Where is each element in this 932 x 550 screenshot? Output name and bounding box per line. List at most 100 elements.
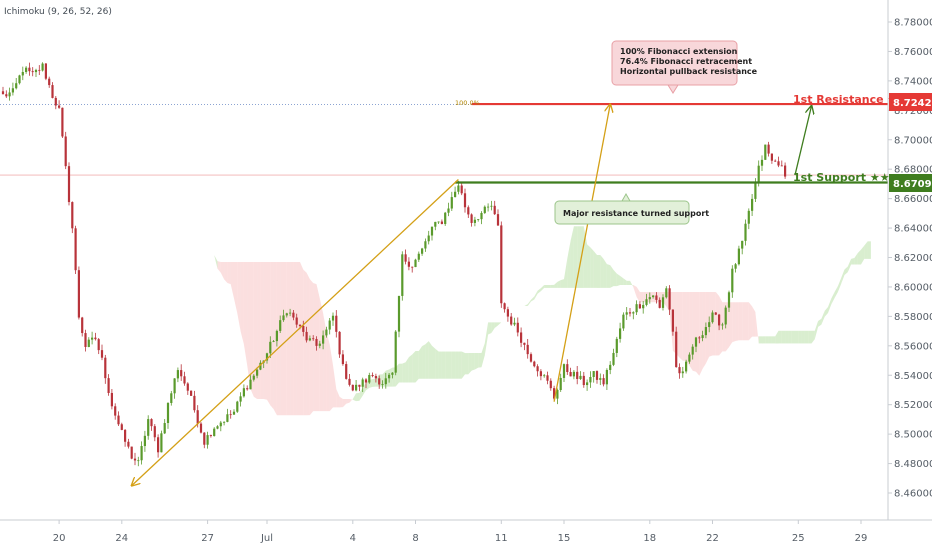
candle-body (612, 352, 615, 365)
candle-body (186, 383, 189, 391)
candle-body (25, 67, 28, 72)
candle-body (681, 371, 684, 374)
candle-body (421, 248, 424, 254)
y-tick-label: 8.72000 (894, 106, 932, 117)
candle-body (143, 435, 146, 447)
candle (661, 294, 665, 311)
kumo-bear-segment (303, 269, 307, 416)
candle-body (41, 63, 44, 71)
candle (480, 211, 483, 225)
candle-body (338, 331, 341, 355)
kumo-bull-segment (448, 351, 452, 379)
candle (612, 348, 615, 367)
kumo-bear-segment (263, 262, 267, 400)
candle (467, 205, 470, 218)
candle (595, 370, 599, 384)
kumo-bear-segment (755, 312, 759, 344)
candle-body (223, 421, 226, 423)
candle-body (529, 354, 533, 362)
kumo-bull-segment (135, 79, 139, 81)
candle (520, 327, 523, 348)
candle-body (335, 315, 338, 332)
candle (770, 153, 773, 164)
candle-body (120, 424, 123, 430)
candle (295, 313, 298, 328)
candle (163, 419, 166, 435)
y-tick-label: 8.78000 (894, 18, 932, 29)
candle-body (229, 414, 232, 416)
candle-body (11, 88, 14, 93)
fib-line (132, 179, 459, 485)
kumo-bull-segment (418, 346, 423, 379)
candle-body (180, 370, 183, 377)
kumo-bear-segment (702, 292, 706, 369)
candle-body (444, 212, 447, 224)
kumo-bull-segment (603, 258, 607, 288)
y-tick-label: 8.76000 (894, 47, 932, 58)
y-tick-label: 8.48000 (894, 459, 932, 470)
candle (556, 388, 559, 405)
kumo-bull-segment (184, 206, 188, 211)
support-note-pointer (621, 192, 631, 202)
kumo-bull-segment (504, 319, 508, 323)
kumo-bull-segment (458, 351, 462, 379)
kumo-bull-segment (108, 82, 112, 85)
candle-body (622, 314, 625, 329)
candle-body (559, 377, 562, 391)
kumo-bull-segment (828, 298, 832, 313)
candle-body (784, 165, 787, 177)
candle-body (724, 307, 727, 325)
candle-body (269, 341, 272, 354)
candle (582, 371, 585, 388)
candle (5, 90, 8, 99)
kumo-bull-segment (587, 244, 591, 288)
kumo-bull-segment (362, 382, 366, 396)
x-tick-label: 22 (706, 533, 719, 544)
candle-body (546, 375, 549, 381)
kumo-bull-segment (630, 280, 634, 288)
candle-body (533, 361, 536, 367)
candle-body (368, 375, 371, 383)
candle (41, 62, 44, 72)
kumo-bear-segment (709, 292, 713, 357)
kumo-bull-segment (481, 343, 485, 368)
candle-body (678, 367, 681, 374)
kumo-bear-segment (283, 262, 287, 416)
kumo-bull-segment (557, 280, 561, 288)
candle (18, 74, 21, 85)
candle-body (477, 219, 480, 220)
candle-body (259, 362, 262, 370)
candle (417, 251, 420, 262)
candle-body (434, 221, 437, 227)
candle-body (147, 419, 150, 436)
kumo-bull-segment (775, 330, 779, 344)
candle-body (170, 393, 173, 404)
candle-body (15, 83, 18, 89)
candle-body (87, 339, 90, 347)
candle-body (203, 432, 206, 445)
support-note-box (554, 200, 690, 225)
candle (576, 366, 579, 385)
candle-body (193, 395, 196, 411)
candle (605, 368, 608, 391)
kumo-bull-segment (524, 304, 528, 306)
candle (157, 434, 160, 458)
candle (569, 367, 572, 377)
candle (308, 335, 311, 342)
candle (698, 336, 701, 344)
candle-body (34, 69, 38, 73)
candle-body (51, 85, 54, 98)
candle-body (91, 337, 94, 340)
candle-body (744, 223, 747, 241)
candle (94, 332, 97, 341)
candle (622, 312, 625, 331)
kumo-bear-segment (230, 262, 234, 299)
candle (665, 286, 668, 299)
candle (28, 62, 31, 76)
kumo-bull-segment (623, 278, 627, 285)
kumo-bear-segment (329, 344, 333, 412)
candle-body (572, 371, 575, 377)
candle-body (704, 327, 707, 336)
kumo-bull-segment (567, 240, 571, 288)
candle-body (58, 105, 61, 108)
